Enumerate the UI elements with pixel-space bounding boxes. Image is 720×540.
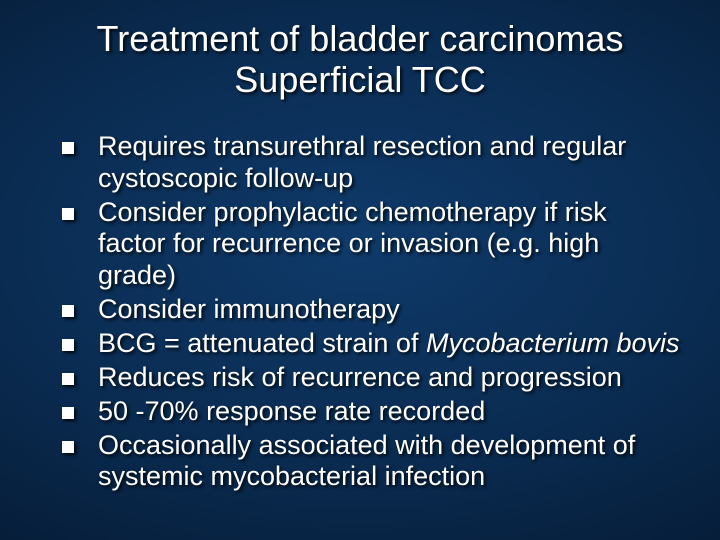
- bullet-list: Requires transurethral resection and reg…: [40, 131, 680, 493]
- list-item: BCG = attenuated strain of Mycobacterium…: [62, 328, 680, 360]
- bullet-text: Consider prophylactic chemotherapy if ri…: [98, 197, 607, 291]
- list-item: Occasionally associated with development…: [62, 430, 680, 494]
- list-item: Consider immunotherapy: [62, 294, 680, 326]
- bullet-text: Occasionally associated with development…: [98, 430, 635, 492]
- list-item: 50 -70% response rate recorded: [62, 396, 680, 428]
- title-line-1: Treatment of bladder carcinomas: [97, 18, 624, 59]
- bullet-text-italic: Mycobacterium bovis: [426, 328, 680, 358]
- list-item: Requires transurethral resection and reg…: [62, 131, 680, 195]
- list-item: Consider prophylactic chemotherapy if ri…: [62, 197, 680, 293]
- title-line-2: Superficial TCC: [234, 59, 485, 100]
- slide: Treatment of bladder carcinomas Superfic…: [0, 0, 720, 540]
- bullet-text: 50 -70% response rate recorded: [98, 396, 485, 426]
- slide-title: Treatment of bladder carcinomas Superfic…: [40, 18, 680, 101]
- bullet-text: Consider immunotherapy: [98, 294, 400, 324]
- bullet-text-pre: BCG = attenuated strain of: [98, 328, 426, 358]
- list-item: Reduces risk of recurrence and progressi…: [62, 362, 680, 394]
- bullet-text: Requires transurethral resection and reg…: [98, 131, 626, 193]
- bullet-text: Reduces risk of recurrence and progressi…: [98, 362, 622, 392]
